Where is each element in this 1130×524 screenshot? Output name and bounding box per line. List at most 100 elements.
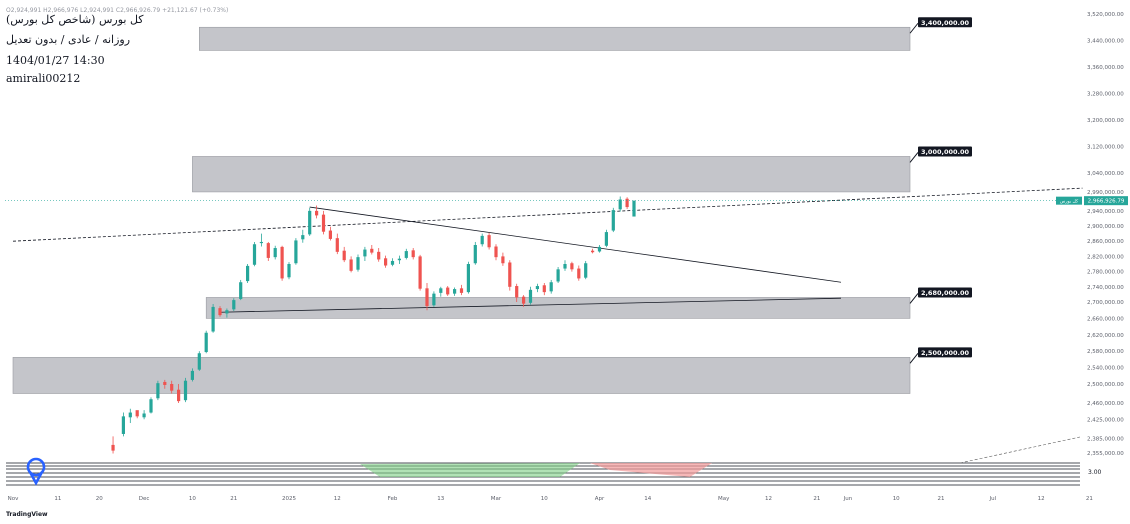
time-tick-label: 10 [893, 496, 900, 502]
candle-body [294, 240, 298, 264]
candle-body [252, 244, 257, 265]
candle-body [522, 296, 526, 304]
zone-labels-layer: 3,400,000.00 3,000,000.00 2,680,000.00 2,50… [909, 17, 972, 364]
price-tick-label: 2,425,000.00 [1087, 418, 1124, 424]
tradingview-logo[interactable]: TradingView [6, 511, 48, 518]
price-tick-label: 2,500,000.00 [1087, 382, 1124, 388]
candle-body [121, 416, 125, 434]
candle-body [156, 383, 160, 399]
time-axis[interactable]: Nov 11 20 Dec 10 21 2025 12 Feb 13 Mar 10 Apr 14 May 12… [8, 496, 1093, 502]
zone-label-leader [909, 152, 919, 163]
candle-body [411, 250, 415, 258]
zone-label: 2,500,000.00 [921, 349, 970, 357]
candle-body [177, 389, 181, 402]
candle-body [577, 268, 581, 279]
indicator-pane: 3.00 [6, 436, 1102, 486]
candle-body [494, 246, 498, 258]
candle-body [459, 288, 464, 293]
zone-label: 3,400,000.00 [921, 19, 970, 27]
time-tick-label: 21 [938, 496, 945, 502]
candle-body [563, 264, 567, 269]
price-tick-label: 3,120,000.00 [1087, 145, 1124, 151]
current-price-tag-bg [1084, 196, 1128, 206]
price-tick-label: 2,540,000.00 [1087, 366, 1124, 372]
time-tick-label: 10 [541, 496, 548, 502]
price-axis[interactable]: 3,520,000.00 3,440,000.00 3,360,000.00 3,28… [1087, 12, 1124, 457]
candle-body [335, 238, 339, 252]
indicator-red-fill [590, 463, 712, 477]
price-tick-label: 3,200,000.00 [1087, 118, 1124, 124]
map-pin-icon[interactable] [22, 456, 50, 486]
price-tick-label: 2,620,000.00 [1087, 333, 1124, 339]
candle-body [508, 262, 512, 287]
zone-label-bg [918, 146, 972, 157]
candle-body [473, 245, 477, 264]
candle-body [163, 381, 167, 385]
candle-body [418, 256, 422, 289]
candle-body [170, 384, 174, 391]
price-tick-label: 3,520,000.00 [1087, 12, 1124, 18]
candle-body [204, 332, 208, 353]
candle-body [487, 235, 491, 248]
candle-body [384, 258, 388, 266]
time-tick-label: 21 [1086, 496, 1093, 502]
price-tick-label: 3,360,000.00 [1087, 65, 1124, 71]
candle-body [239, 282, 243, 299]
time-tick-label: Dec [139, 496, 150, 502]
candle-body [432, 293, 436, 306]
time-tick-label: Feb [388, 496, 398, 502]
indicator-green-fill [360, 463, 580, 477]
candle-body [591, 250, 595, 253]
symbol-tag: کل بورس [1060, 199, 1079, 205]
candle-body [570, 263, 574, 270]
chart-datetime: 1404/01/27 14:30 [6, 54, 105, 67]
candle-body [301, 235, 305, 240]
price-tick-label: 2,820,000.00 [1087, 254, 1124, 260]
zone-label-leader [909, 293, 919, 304]
zone-label-bg [918, 287, 972, 298]
support-resistance-zone [12, 357, 911, 394]
candle-body [225, 310, 229, 314]
symbol-tag-bg [1056, 196, 1082, 205]
price-tick-label: 2,990,000.00 [1087, 190, 1124, 196]
trendlines-layer [12, 187, 1083, 313]
support-resistance-zone [205, 297, 911, 319]
candle-body [356, 257, 360, 270]
price-tick-label: 2,580,000.00 [1087, 349, 1124, 355]
price-tick-label: 2,660,000.00 [1087, 316, 1124, 322]
candle-body [218, 308, 222, 316]
candle-body [280, 246, 284, 279]
price-tick-label: 2,900,000.00 [1087, 224, 1124, 230]
candle-body [259, 241, 263, 244]
trendline [309, 206, 842, 283]
candle-body [273, 248, 277, 258]
time-tick-label: Jul [988, 496, 996, 502]
zone-label: 3,000,000.00 [921, 148, 970, 156]
candle-body [377, 251, 381, 260]
price-tick-label: 3,280,000.00 [1087, 92, 1124, 98]
candle-body [328, 230, 332, 239]
candle-body [370, 248, 374, 253]
time-tick-label: 14 [644, 496, 651, 502]
zone-label: 2,680,000.00 [921, 289, 970, 297]
candle-body [363, 249, 367, 257]
candle-body [246, 265, 250, 282]
time-tick-label: Jun [843, 496, 853, 502]
time-tick-label: Mar [491, 496, 502, 502]
indicator-axis-label: 3.00 [1088, 469, 1102, 476]
time-tick-label: May [718, 496, 730, 502]
price-tick-label: 2,860,000.00 [1087, 239, 1124, 245]
zone-label-leader [909, 353, 919, 364]
price-tick-label: 2,355,000.00 [1087, 451, 1124, 457]
candle-body [211, 306, 215, 332]
candle-body [142, 413, 146, 418]
chart-settings-text: روزانه / عادی / بدون تعدیل [6, 33, 131, 46]
candle-body [315, 210, 319, 216]
candle-body [197, 353, 201, 370]
candle-body [321, 214, 326, 232]
candle-body [404, 251, 408, 258]
time-tick-label: 21 [813, 496, 820, 502]
candle-body [425, 288, 429, 307]
price-tick-label: 3,440,000.00 [1087, 39, 1124, 45]
